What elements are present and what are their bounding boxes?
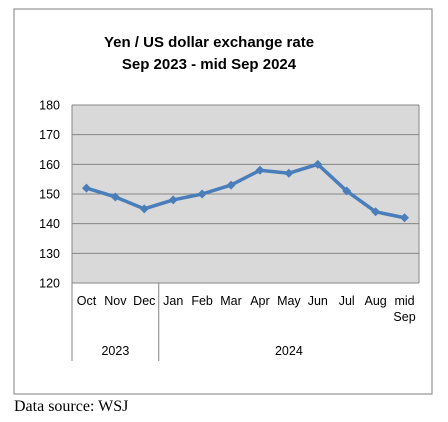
data-point-marker xyxy=(226,180,236,190)
data-point-marker xyxy=(197,189,207,199)
y-tick-label: 130 xyxy=(39,247,60,261)
x-category-label: Apr xyxy=(250,294,269,308)
x-category-label: mid Sep xyxy=(393,294,415,324)
data-point-marker xyxy=(342,186,352,196)
y-tick-label: 160 xyxy=(39,158,60,172)
series-line xyxy=(85,162,405,220)
chart-subtitle: Sep 2023 - mid Sep 2024 xyxy=(122,56,297,73)
x-category-label: Dec xyxy=(133,294,155,308)
data-point-marker xyxy=(400,213,410,223)
x-category-label: Jul xyxy=(339,294,355,308)
source-note: Data source: WSJ xyxy=(14,398,129,415)
data-point-marker xyxy=(255,165,265,175)
y-tick-label: 140 xyxy=(39,217,60,231)
y-tick-label: 180 xyxy=(39,99,60,113)
y-tick-label: 150 xyxy=(39,188,60,202)
data-point-marker xyxy=(139,204,149,214)
data-point-marker xyxy=(81,183,91,193)
x-category-label: Feb xyxy=(191,294,213,308)
x-group-label: 2023 xyxy=(101,344,129,358)
data-point-marker xyxy=(110,192,120,202)
data-point-marker xyxy=(371,207,381,217)
data-point-marker xyxy=(284,168,294,178)
x-group-label: 2024 xyxy=(275,344,303,358)
x-category-label: Oct xyxy=(77,294,97,308)
x-category-label: Aug xyxy=(365,294,387,308)
x-category-label: Jan xyxy=(163,294,183,308)
y-tick-label: 170 xyxy=(39,128,60,142)
x-category-label: May xyxy=(277,294,301,308)
x-category-label: Nov xyxy=(104,294,127,308)
x-category-label: Mar xyxy=(220,294,242,308)
data-point-marker xyxy=(313,159,323,169)
x-category-label: Jun xyxy=(308,294,328,308)
y-tick-label: 120 xyxy=(39,277,60,291)
chart-title: Yen / US dollar exchange rate xyxy=(104,34,314,51)
data-point-marker xyxy=(168,195,178,205)
